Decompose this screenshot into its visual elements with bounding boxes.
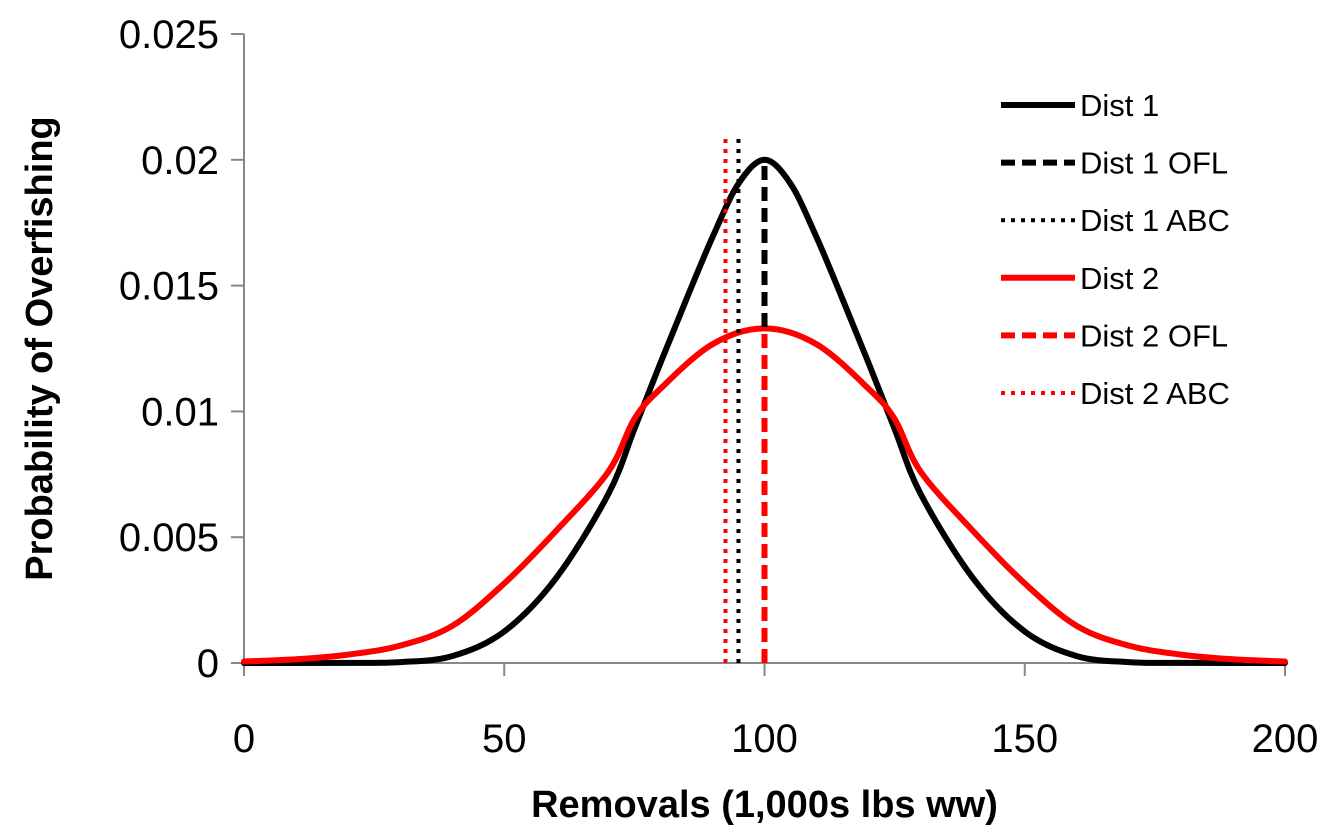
plot-series: [241, 137, 1288, 667]
x-axis-title: Removals (1,000s lbs ww): [531, 784, 998, 826]
y-axis-title: Probability of Overfishing: [19, 116, 61, 581]
legend-label-dist-1-ofl: Dist 1 OFL: [1080, 146, 1228, 181]
x-tick-label: 200: [1252, 717, 1319, 761]
x-tick-label: 50: [482, 717, 527, 761]
legend-label-dist-2-ofl: Dist 2 OFL: [1080, 318, 1228, 353]
ticks: [231, 33, 1286, 676]
legend-label-dist-2: Dist 2: [1080, 261, 1159, 296]
y-tick-label: 0.02: [141, 139, 219, 183]
legend: Dist 1 Dist 1 OFL Dist 1 ABC Dist 2 Dist 2 O…: [1001, 88, 1230, 411]
legend-label-dist-2-abc: Dist 2 ABC: [1080, 376, 1230, 411]
y-tick-label: 0: [197, 642, 219, 686]
x-tick-label: 100: [731, 717, 798, 761]
y-tick-label: 0.01: [141, 390, 219, 434]
legend-label-dist-1-abc: Dist 1 ABC: [1080, 203, 1230, 238]
y-tick-label: 0.005: [119, 516, 219, 560]
x-tick-label: 0: [233, 717, 255, 761]
series-dist-2: [241, 325, 1288, 665]
x-tick-label: 150: [991, 717, 1058, 761]
legend-label-dist-1: Dist 1: [1080, 88, 1159, 123]
y-tick-label: 0.015: [119, 265, 219, 309]
tick-labels: 0 50 100 150 200 0 0.005 0.01 0.015 0.02 0.025: [119, 13, 1318, 761]
y-tick-label: 0.025: [119, 13, 219, 57]
series-dist-1: [241, 156, 1288, 667]
